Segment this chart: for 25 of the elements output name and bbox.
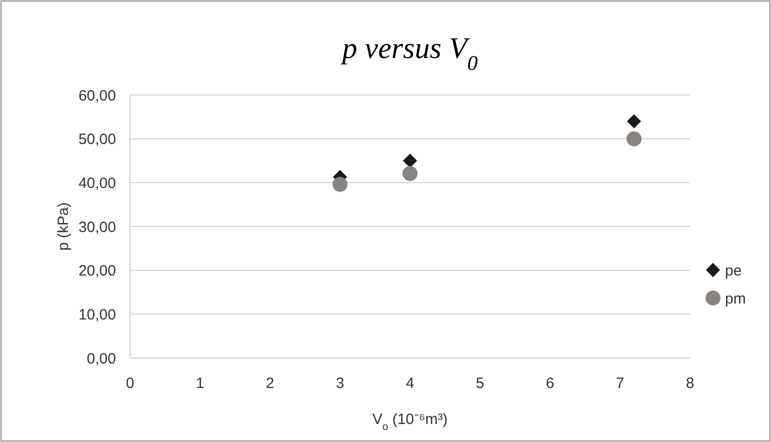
y-tick-label: 30,00	[78, 218, 116, 236]
y-tick-label: 20,00	[78, 262, 116, 280]
y-axis-title: p (kPa)	[55, 202, 72, 251]
y-tick-label: 0,00	[86, 350, 116, 368]
x-axis-title: V$_{o}$ (10⁻⁶m³)	[372, 411, 448, 433]
y-tick-label: 60,00	[78, 87, 116, 104]
x-tick-label: 4	[406, 375, 414, 392]
y-tick-label: 10,00	[78, 306, 116, 324]
y-tick-label: 40,00	[78, 174, 116, 192]
legend-label: pe	[725, 262, 742, 280]
x-tick-label: 6	[546, 375, 554, 392]
point	[332, 176, 348, 192]
x-tick-label: 8	[686, 375, 694, 392]
legend-label: pm	[725, 290, 746, 308]
x-tick-label: 5	[476, 375, 484, 392]
point	[626, 131, 642, 146]
x-tick-label: 7	[616, 375, 624, 392]
x-tick-label: 3	[336, 375, 344, 392]
chart-title: p versus V$_{0}$	[340, 32, 478, 75]
point	[402, 166, 418, 181]
x-tick-label: 1	[196, 375, 204, 392]
x-tick-label: 0	[126, 375, 134, 392]
x-tick-label: 2	[266, 375, 274, 392]
point	[402, 154, 418, 168]
y-tick-label: 50,00	[78, 131, 116, 148]
